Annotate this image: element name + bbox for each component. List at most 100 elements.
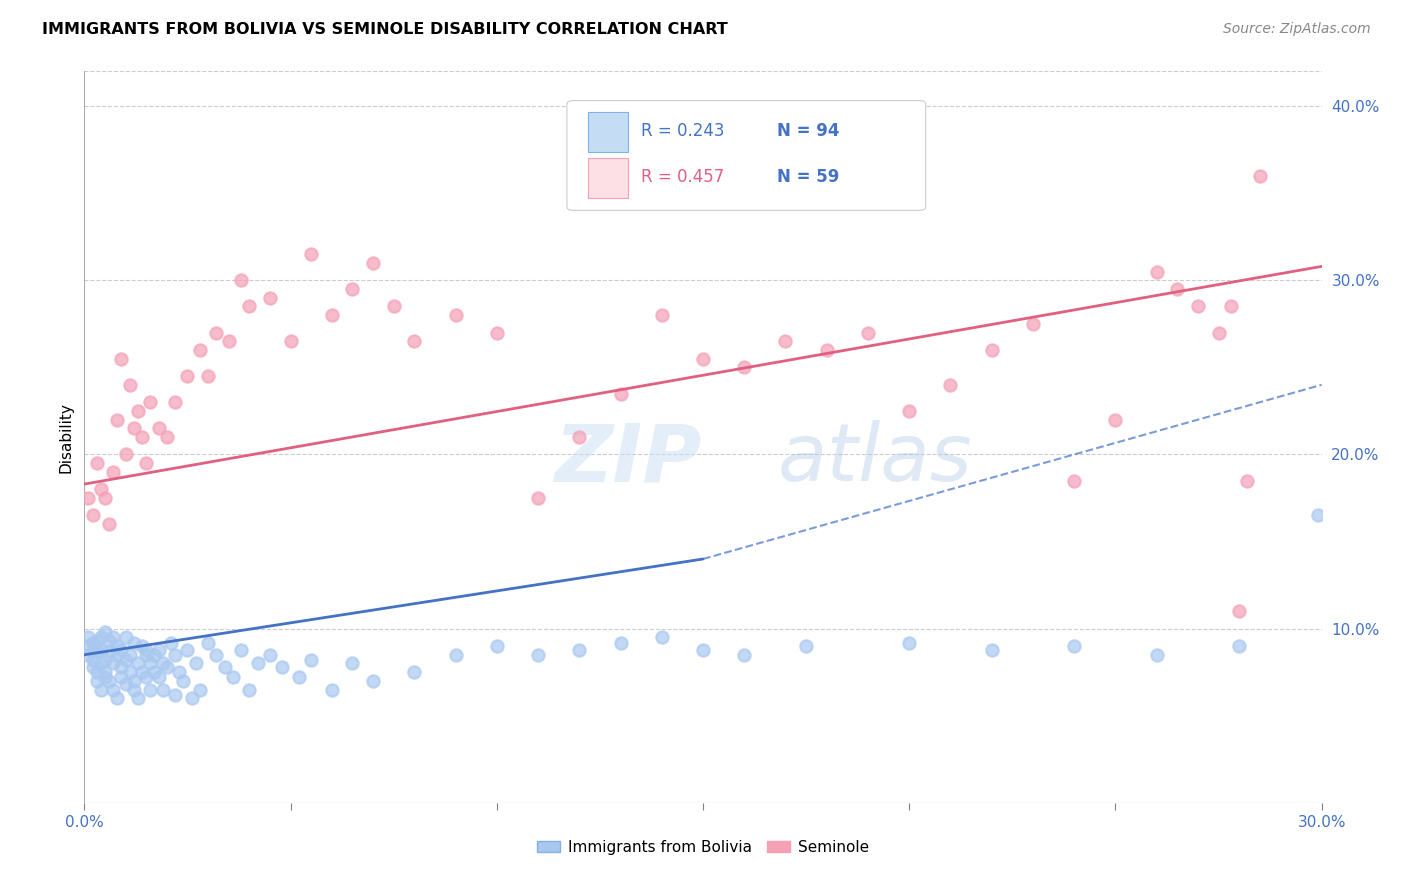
Point bbox=[105, 648, 128, 662]
Point bbox=[105, 691, 128, 706]
Point bbox=[692, 351, 714, 366]
Point bbox=[568, 430, 591, 444]
Point bbox=[299, 653, 322, 667]
Point bbox=[127, 657, 149, 671]
Point bbox=[775, 334, 797, 349]
Point bbox=[143, 648, 166, 662]
Point bbox=[288, 670, 311, 684]
Point bbox=[86, 456, 108, 470]
Point bbox=[82, 653, 104, 667]
Point bbox=[114, 653, 136, 667]
Point bbox=[188, 343, 211, 357]
Text: N = 59: N = 59 bbox=[778, 169, 839, 186]
Point bbox=[139, 657, 162, 671]
Text: R = 0.243: R = 0.243 bbox=[641, 122, 724, 140]
Point bbox=[103, 682, 125, 697]
Point bbox=[98, 517, 121, 532]
Point bbox=[815, 343, 838, 357]
Point bbox=[485, 639, 508, 653]
Text: IMMIGRANTS FROM BOLIVIA VS SEMINOLE DISABILITY CORRELATION CHART: IMMIGRANTS FROM BOLIVIA VS SEMINOLE DISA… bbox=[42, 22, 728, 37]
Point bbox=[609, 386, 631, 401]
Text: N = 94: N = 94 bbox=[778, 122, 839, 140]
Point bbox=[160, 635, 183, 649]
Text: ZIP: ZIP bbox=[554, 420, 702, 498]
Point bbox=[205, 648, 228, 662]
Point bbox=[692, 642, 714, 657]
Point bbox=[118, 665, 141, 680]
Point bbox=[77, 639, 100, 653]
Point bbox=[90, 483, 112, 497]
Point bbox=[259, 648, 281, 662]
Point bbox=[94, 653, 117, 667]
Point bbox=[114, 448, 136, 462]
Point bbox=[110, 642, 132, 657]
Point bbox=[188, 682, 211, 697]
Point bbox=[148, 670, 170, 684]
Point bbox=[118, 648, 141, 662]
Point bbox=[110, 660, 132, 674]
Point bbox=[139, 395, 162, 409]
Point bbox=[90, 631, 112, 645]
Point bbox=[152, 657, 174, 671]
Point bbox=[980, 642, 1002, 657]
Point bbox=[105, 412, 128, 426]
Point bbox=[1022, 317, 1045, 331]
Point bbox=[229, 642, 252, 657]
Point bbox=[609, 635, 631, 649]
Point bbox=[90, 657, 112, 671]
Point bbox=[527, 491, 550, 505]
Point bbox=[176, 642, 198, 657]
Text: R = 0.457: R = 0.457 bbox=[641, 169, 724, 186]
Point bbox=[103, 631, 125, 645]
Point bbox=[165, 688, 187, 702]
Point bbox=[527, 648, 550, 662]
Point bbox=[1104, 412, 1126, 426]
Point bbox=[94, 665, 117, 680]
Point bbox=[86, 644, 108, 658]
Point bbox=[205, 326, 228, 340]
Point bbox=[1306, 508, 1329, 523]
Point bbox=[1249, 169, 1271, 183]
Point bbox=[404, 665, 426, 680]
Point bbox=[148, 421, 170, 435]
Point bbox=[238, 300, 260, 314]
Point bbox=[321, 682, 343, 697]
Point bbox=[135, 642, 157, 657]
Point bbox=[794, 639, 817, 653]
Point bbox=[939, 377, 962, 392]
Point bbox=[86, 665, 108, 680]
Point bbox=[651, 308, 673, 322]
Point bbox=[143, 665, 166, 680]
Point bbox=[90, 682, 112, 697]
Point bbox=[197, 635, 219, 649]
Point bbox=[122, 421, 145, 435]
Point bbox=[1063, 474, 1085, 488]
Point bbox=[127, 691, 149, 706]
Point bbox=[382, 300, 405, 314]
Point bbox=[118, 377, 141, 392]
Point bbox=[229, 273, 252, 287]
Point bbox=[361, 256, 384, 270]
Point bbox=[94, 670, 117, 684]
Point bbox=[1236, 474, 1258, 488]
Point bbox=[733, 648, 755, 662]
FancyBboxPatch shape bbox=[588, 158, 627, 198]
Text: Source: ZipAtlas.com: Source: ZipAtlas.com bbox=[1223, 22, 1371, 37]
Point bbox=[1187, 300, 1209, 314]
Point bbox=[238, 682, 260, 697]
Point bbox=[222, 670, 245, 684]
Point bbox=[135, 670, 157, 684]
Point bbox=[135, 456, 157, 470]
Point bbox=[114, 631, 136, 645]
Point bbox=[103, 465, 125, 479]
Point bbox=[180, 691, 202, 706]
Point bbox=[110, 351, 132, 366]
Point bbox=[86, 633, 108, 648]
Point bbox=[404, 334, 426, 349]
Point bbox=[444, 308, 467, 322]
Point bbox=[98, 673, 121, 688]
Point bbox=[131, 430, 153, 444]
Point bbox=[1166, 282, 1188, 296]
Point bbox=[176, 369, 198, 384]
Point bbox=[485, 326, 508, 340]
